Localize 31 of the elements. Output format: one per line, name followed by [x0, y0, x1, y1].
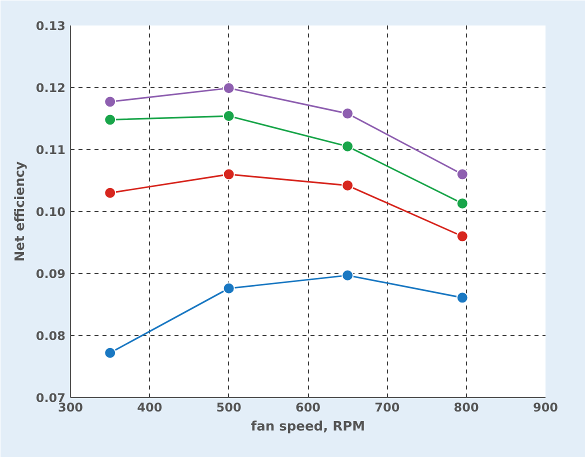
point: [342, 269, 354, 282]
point: [222, 168, 235, 180]
x-tick-label: 600: [295, 400, 321, 414]
x-tick-label: 500: [216, 400, 242, 414]
y-tick-label: 0.08: [36, 329, 66, 343]
point: [104, 346, 116, 359]
point: [104, 114, 116, 126]
point: [456, 168, 468, 180]
point: [104, 186, 116, 199]
point: [104, 96, 116, 108]
point: [456, 197, 468, 210]
y-tick-label: 0.09: [36, 267, 66, 281]
x-tick-label: 900: [532, 400, 558, 414]
x-tick-label: 300: [58, 400, 84, 414]
y-tick-label: 0.11: [36, 143, 66, 157]
point: [342, 140, 354, 152]
point: [342, 108, 354, 120]
point: [222, 82, 235, 94]
point: [456, 230, 468, 242]
x-axis-title: fan speed, RPM: [250, 420, 366, 434]
point: [456, 292, 468, 304]
y-tick-label: 0.12: [36, 81, 66, 95]
x-tick-label: 400: [137, 400, 162, 414]
y-axis-title: Net efficiency: [12, 160, 28, 262]
x-tick-label: 700: [374, 400, 400, 414]
y-tick-label: 0.10: [36, 205, 66, 219]
point: [342, 179, 354, 192]
x-tick-label: 800: [454, 400, 479, 414]
point: [222, 282, 235, 294]
point: [222, 110, 235, 122]
y-tick-label: 0.13: [36, 19, 66, 33]
